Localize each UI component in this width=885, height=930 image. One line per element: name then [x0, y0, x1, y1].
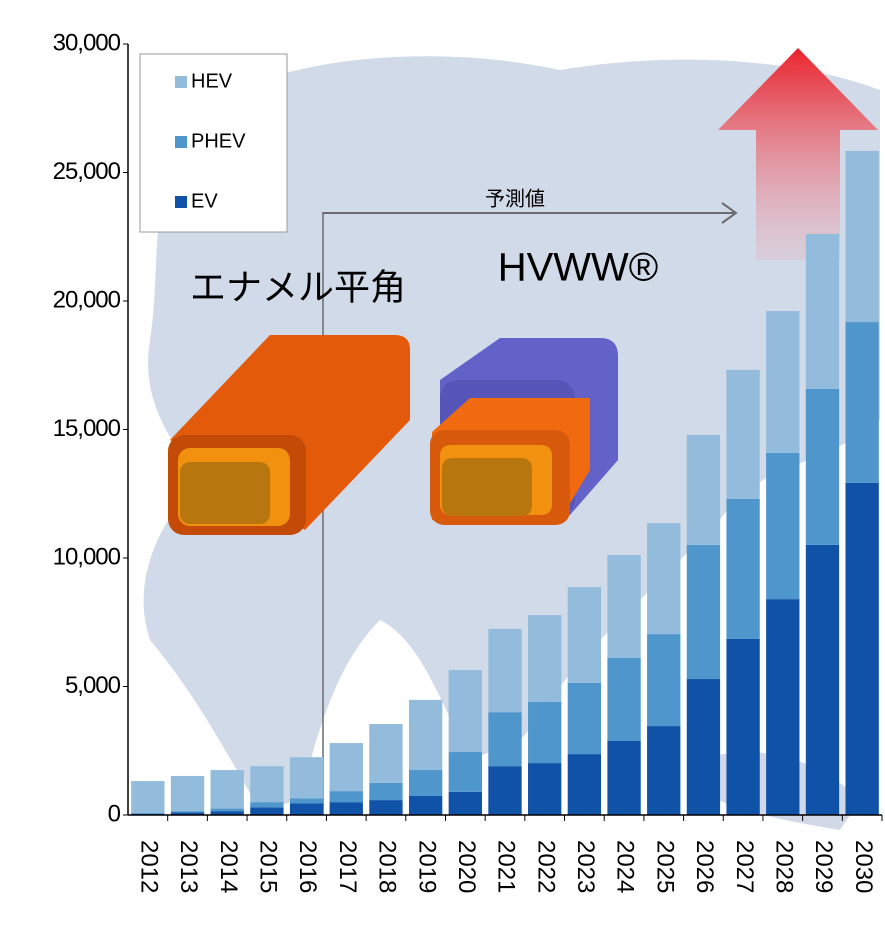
- legend-swatch: [175, 136, 187, 148]
- bars: [131, 150, 879, 815]
- bar-segment: [210, 770, 244, 809]
- bar-segment: [408, 699, 443, 771]
- y-tick-label: 0: [108, 800, 121, 827]
- x-tick-label: 2023: [572, 840, 599, 893]
- bar-segment: [567, 754, 602, 815]
- bar-segment: [408, 770, 443, 796]
- x-tick-label: 2015: [255, 840, 282, 893]
- legend-label: PHEV: [191, 130, 246, 152]
- y-tick-label: 20,000: [53, 286, 121, 313]
- x-tick-label: 2016: [294, 840, 321, 893]
- y-tick-label: 30,000: [53, 29, 121, 56]
- bar-segment: [448, 752, 482, 792]
- x-tick-label: 2020: [453, 840, 480, 893]
- bar-segment: [766, 452, 800, 600]
- y-tick-label: 10,000: [53, 543, 121, 570]
- x-tick-label: 2012: [135, 840, 162, 893]
- bar-segment: [131, 812, 165, 814]
- x-tick-label: 2027: [731, 840, 758, 893]
- enamel-wire-illustration: [168, 335, 410, 535]
- bar-segment: [289, 757, 324, 799]
- bar-segment: [528, 615, 562, 702]
- bar-segment: [250, 766, 284, 803]
- legend-items: EV PHEV HEV: [175, 70, 246, 212]
- bar-segment: [369, 782, 403, 801]
- bar-segment: [170, 812, 205, 815]
- bar-segment: [686, 544, 721, 680]
- legend-swatch: [175, 76, 187, 88]
- x-tick-label: 2024: [612, 840, 639, 893]
- bar-segment: [567, 682, 602, 755]
- bar-segment: [647, 726, 681, 815]
- x-tick-label: 2029: [810, 840, 837, 893]
- bar-segment: [488, 766, 522, 815]
- forecast-arrowhead: [721, 202, 738, 224]
- bar-segment: [170, 811, 205, 813]
- growth-arrow: [718, 48, 878, 260]
- bar-segment: [607, 554, 641, 658]
- bar-segment: [726, 369, 760, 499]
- legend: [139, 53, 288, 233]
- x-tick-label: 2021: [493, 840, 520, 893]
- annotation: 予測値: [485, 187, 545, 210]
- bar-segment: [607, 740, 641, 815]
- bar-segment: [408, 795, 443, 815]
- bar-segment: [686, 679, 721, 815]
- y-tick-label: 5,000: [65, 672, 121, 699]
- bar-segment: [448, 670, 482, 753]
- bar-segment: [726, 498, 760, 639]
- bar-segment: [210, 808, 244, 812]
- bar-segment: [845, 322, 879, 483]
- bar-segment: [726, 638, 760, 815]
- x-tick-label: 2017: [334, 840, 361, 893]
- bar-segment: [289, 803, 324, 815]
- x-tick-label: 2022: [532, 840, 559, 893]
- bar-segment: [170, 775, 205, 812]
- bar-segment: [369, 800, 403, 815]
- bar-segment: [250, 807, 284, 815]
- bar-segment: [131, 781, 165, 813]
- bar-segment: [528, 763, 562, 815]
- bar-segment: [845, 150, 879, 323]
- legend-label: HEV: [191, 70, 233, 92]
- bar-segment: [647, 523, 681, 635]
- bar-segment: [329, 791, 363, 803]
- bar-segment: [488, 628, 522, 713]
- bar-segment: [647, 634, 681, 727]
- x-tick-label: 2030: [850, 840, 877, 893]
- bar-segment: [805, 388, 840, 545]
- y-tick-label: 15,000: [53, 415, 121, 442]
- bar-segment: [448, 791, 482, 815]
- legend-label: EV: [191, 190, 218, 212]
- x-tick-label: 2019: [413, 840, 440, 893]
- bar-segment: [845, 482, 879, 815]
- y-tick-label: 25,000: [53, 158, 121, 185]
- bar-segment: [686, 434, 721, 545]
- bar-segment: [250, 802, 284, 808]
- bar-segment: [210, 811, 244, 815]
- x-tick-label: 2014: [215, 840, 242, 893]
- bar-segment: [567, 587, 602, 683]
- bar-segment: [766, 599, 800, 815]
- annotation: エナメル平角: [190, 267, 406, 308]
- annotation: HVWW®: [498, 246, 659, 290]
- bar-segment: [329, 743, 363, 792]
- hvww-illustration: [430, 338, 618, 525]
- bar-segment: [766, 311, 800, 453]
- bar-segment: [805, 233, 840, 389]
- x-tick-label: 2018: [374, 840, 401, 893]
- x-tick-label: 2013: [175, 840, 202, 893]
- bar-segment: [329, 802, 363, 815]
- bar-segment: [805, 544, 840, 815]
- x-tick-label: 2028: [770, 840, 797, 893]
- x-tick-label: 2026: [691, 840, 718, 893]
- bar-segment: [607, 657, 641, 741]
- legend-swatch: [175, 196, 187, 208]
- x-tick-label: 2025: [651, 840, 678, 893]
- bar-segment: [528, 701, 562, 764]
- bar-segment: [488, 712, 522, 767]
- bar-segment: [289, 798, 324, 804]
- bar-segment: [369, 724, 403, 783]
